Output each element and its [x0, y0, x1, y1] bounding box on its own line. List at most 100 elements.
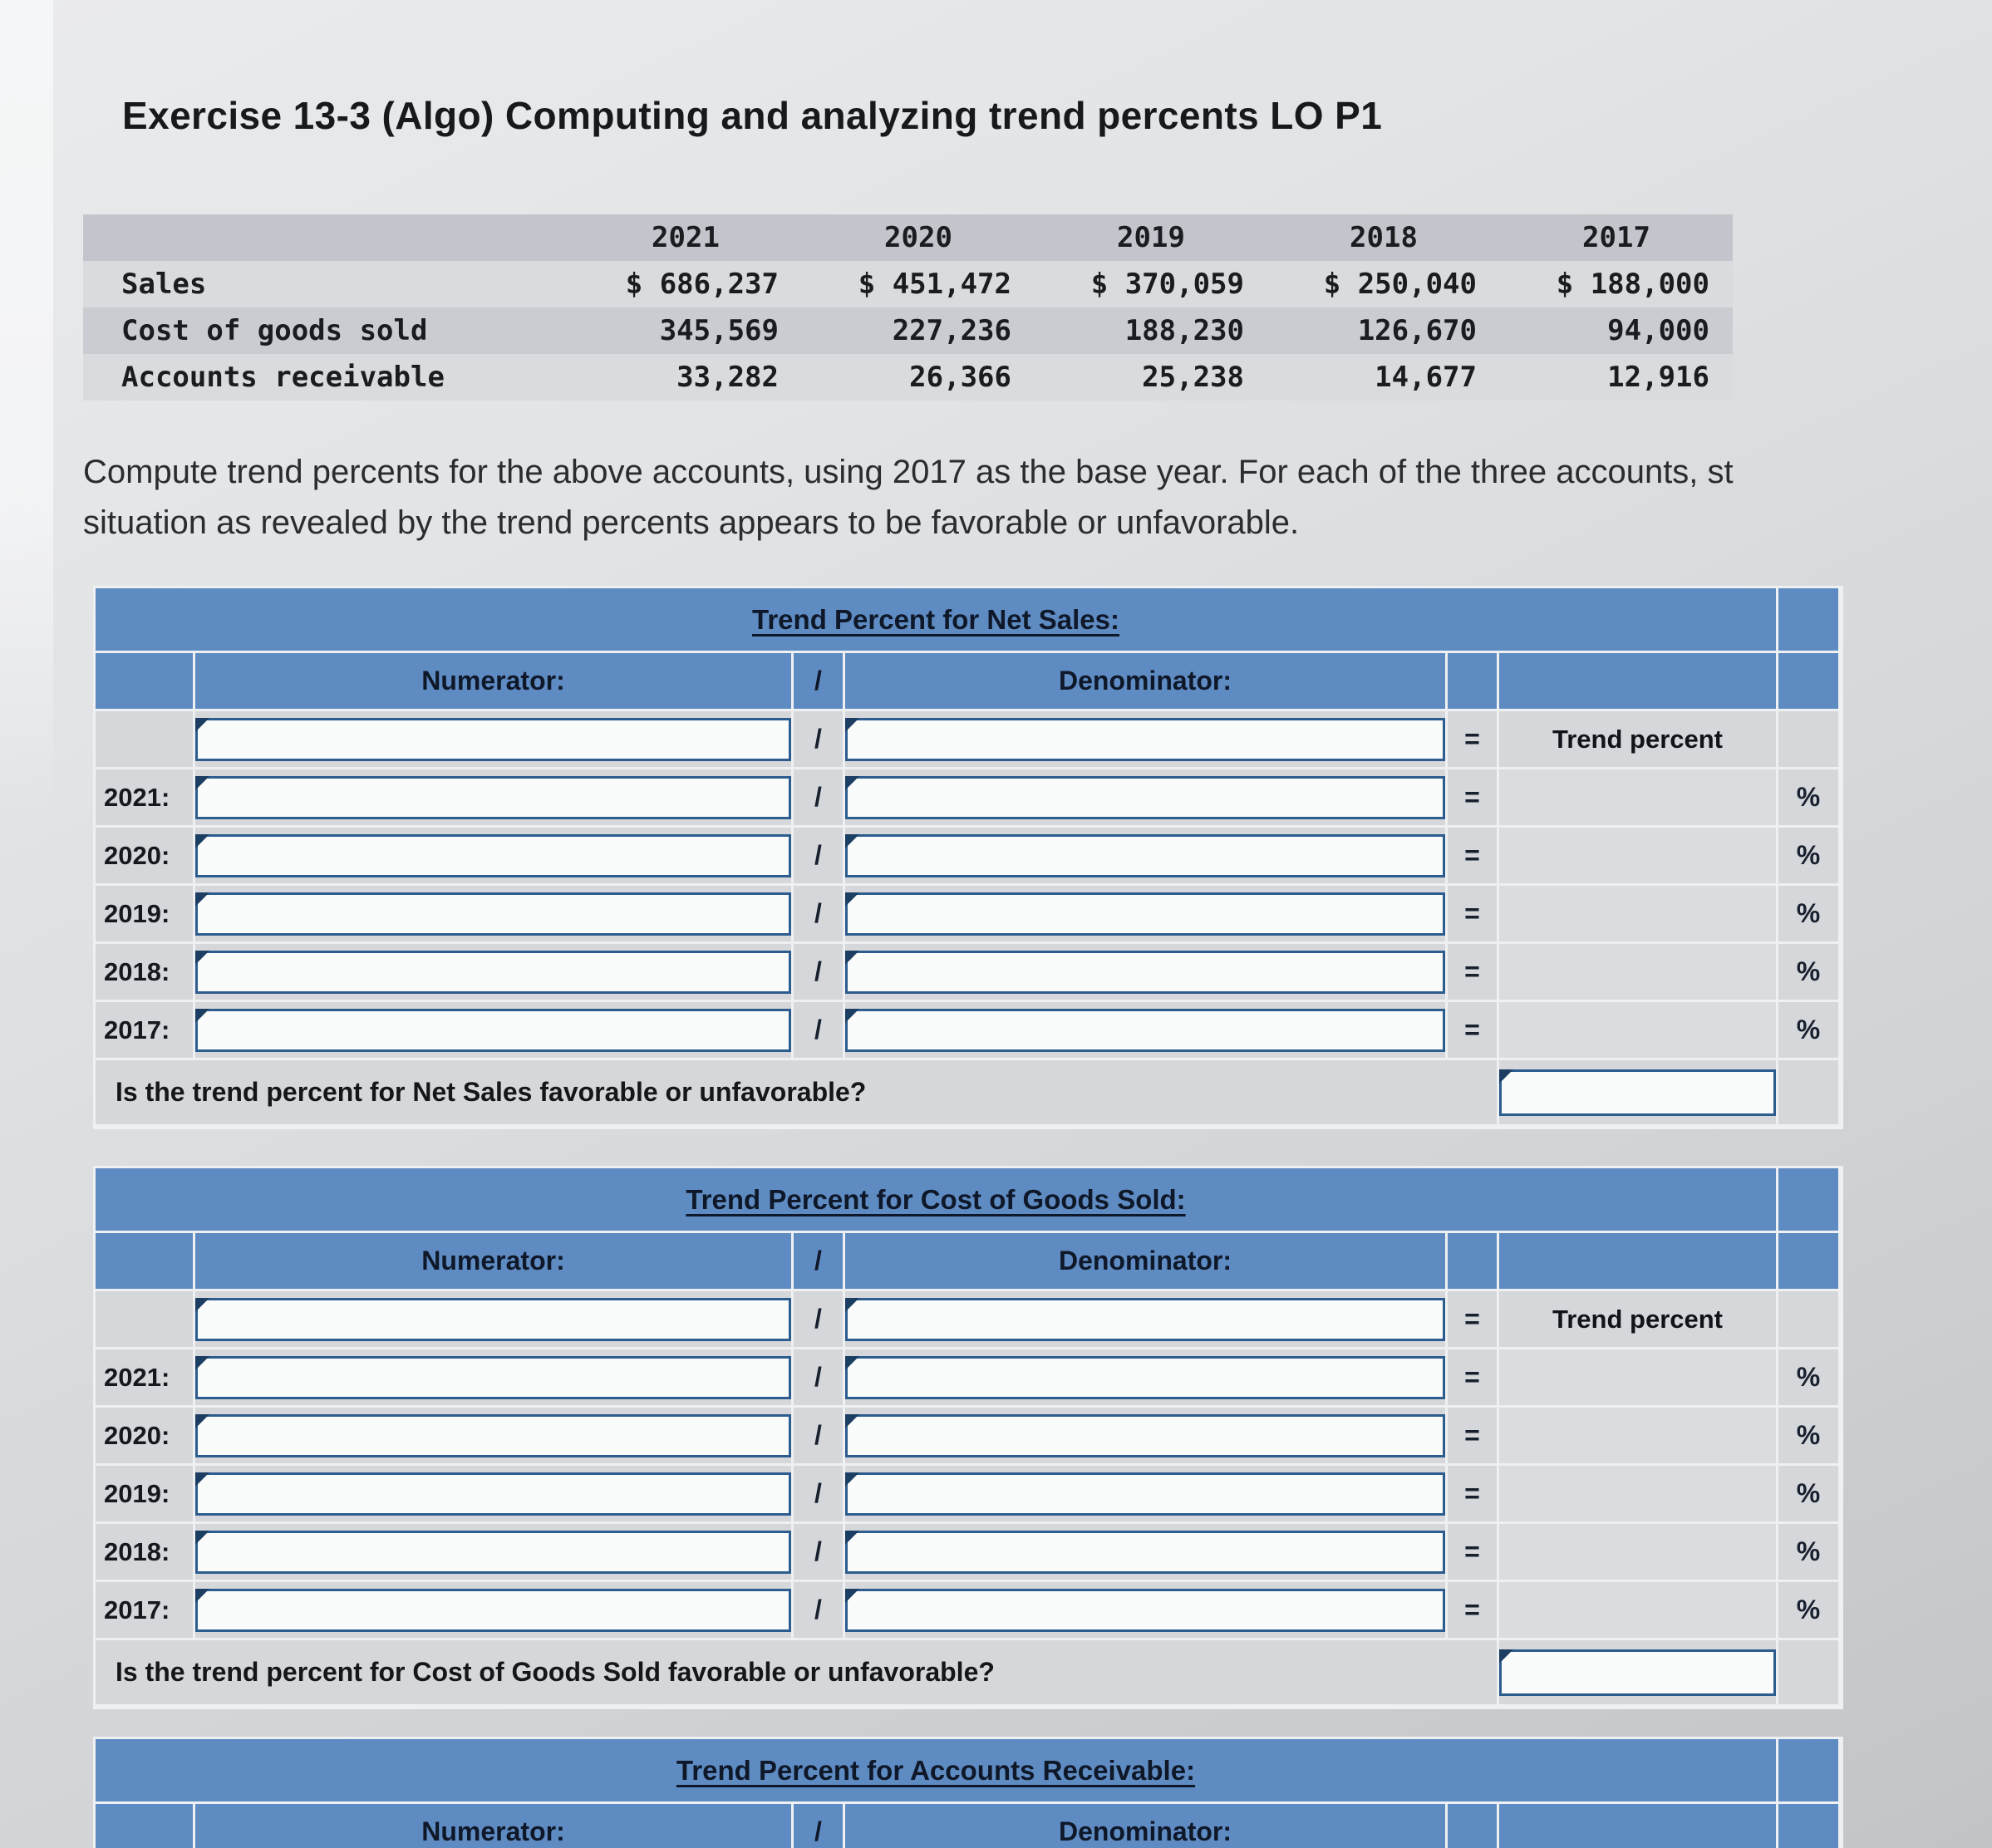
cell-marker-icon	[845, 1297, 859, 1312]
divide-sign: /	[794, 1466, 845, 1524]
numerator-input[interactable]	[195, 717, 791, 761]
numerator-input[interactable]	[195, 1588, 791, 1632]
denominator-input[interactable]	[845, 775, 1445, 819]
cell-marker-icon	[845, 1472, 859, 1487]
cell-marker-icon	[845, 1413, 859, 1428]
cell-marker-icon	[195, 1472, 209, 1487]
numerator-input[interactable]	[195, 1297, 791, 1341]
favorable-question-row: Is the trend percent for Cost of Goods S…	[96, 1640, 1841, 1707]
trend-percent-result-cell[interactable]	[1499, 769, 1778, 828]
favorable-question-row: Is the trend percent for Net Sales favor…	[96, 1060, 1841, 1127]
percent-sign: %	[1778, 886, 1841, 944]
cell-value: $ 250,040	[1323, 268, 1477, 301]
cell-marker-icon	[845, 892, 859, 907]
instructions: Compute trend percents for the above acc…	[83, 447, 1734, 548]
worksheet-title: Trend Percent for Accounts Receivable:	[676, 1754, 1196, 1786]
denominator-input[interactable]	[845, 1472, 1445, 1516]
worksheet-accounts-receivable: Trend Percent for Accounts Receivable: N…	[93, 1737, 1843, 1848]
cell-marker-icon	[195, 892, 209, 907]
year-header: 2019	[1117, 221, 1185, 254]
trend-percent-result-cell[interactable]	[1499, 1524, 1778, 1582]
trend-percent-result-cell[interactable]	[1499, 1582, 1778, 1640]
cell-marker-icon	[195, 833, 209, 848]
numerator-input[interactable]	[195, 892, 791, 936]
denominator-input[interactable]	[845, 892, 1445, 936]
numerator-input[interactable]	[195, 1472, 791, 1516]
cell-value: 126,670	[1357, 314, 1477, 347]
denominator-input[interactable]	[845, 1008, 1445, 1052]
year-label: 2021:	[96, 1349, 195, 1408]
denominator-header: Denominator:	[845, 1804, 1448, 1848]
denominator-input[interactable]	[845, 1297, 1445, 1341]
favorable-answer-input[interactable]	[1499, 1649, 1776, 1696]
trend-percent-result-cell[interactable]	[1499, 886, 1778, 944]
worksheet-title-cell: Trend Percent for Accounts Receivable:	[96, 1739, 1778, 1804]
worksheet-row-2019: 2019: / = %	[96, 886, 1841, 944]
equals-sign: =	[1448, 828, 1499, 886]
year-label: 2017:	[96, 1582, 195, 1640]
numerator-input[interactable]	[195, 1413, 791, 1457]
corner-cell	[1778, 588, 1841, 653]
financial-data-table: 2021 2020 2019 2018 2017 Sales $ 686,237…	[83, 214, 1733, 401]
cell-value: 33,282	[676, 361, 779, 394]
row-label: Accounts receivable	[121, 361, 445, 394]
divide-sign: /	[794, 1233, 845, 1291]
cell-marker-icon	[195, 1297, 209, 1312]
trend-percent-result-cell[interactable]	[1499, 1349, 1778, 1408]
cell-value: 12,916	[1607, 361, 1709, 394]
divide-sign: /	[794, 1002, 845, 1060]
trend-percent-result-cell[interactable]	[1499, 1002, 1778, 1060]
favorable-answer-input[interactable]	[1499, 1069, 1776, 1116]
equals-sign: =	[1448, 944, 1499, 1002]
worksheet-row-base: / = Trend percent	[96, 711, 1841, 769]
instructions-line1: Compute trend percents for the above acc…	[83, 454, 1734, 490]
year-label: 2017:	[96, 1002, 195, 1060]
worksheet-header-row: Numerator: / Denominator:	[96, 1804, 1841, 1848]
trend-percent-result-cell[interactable]	[1499, 1466, 1778, 1524]
denominator-input[interactable]	[845, 950, 1445, 994]
cell-marker-icon	[195, 1530, 209, 1545]
equals-sign: =	[1448, 1349, 1499, 1408]
numerator-input[interactable]	[195, 1008, 791, 1052]
denominator-input[interactable]	[845, 1355, 1445, 1399]
percent-sign: %	[1778, 1349, 1841, 1408]
cell-value: 14,677	[1375, 361, 1477, 394]
cell-value: $ 686,237	[625, 268, 779, 301]
cell-marker-icon	[845, 833, 859, 848]
numerator-header: Numerator:	[195, 1804, 794, 1848]
numerator-input[interactable]	[195, 1355, 791, 1399]
worksheet-row-2018: 2018: / = %	[96, 1524, 1841, 1582]
equals-sign: =	[1448, 711, 1499, 769]
numerator-input[interactable]	[195, 775, 791, 819]
numerator-input[interactable]	[195, 833, 791, 877]
cell-value: 25,238	[1142, 361, 1244, 394]
worksheet-title: Trend Percent for Cost of Goods Sold:	[686, 1183, 1186, 1215]
trend-percent-result-cell[interactable]	[1499, 944, 1778, 1002]
denominator-input[interactable]	[845, 1413, 1445, 1457]
equals-sign: =	[1448, 1291, 1499, 1349]
divide-sign: /	[794, 1291, 845, 1349]
cell-marker-icon	[195, 1588, 209, 1603]
denominator-input[interactable]	[845, 1530, 1445, 1574]
cell-value: $ 370,059	[1090, 268, 1244, 301]
equals-sign: =	[1448, 769, 1499, 828]
worksheet-title-row: Trend Percent for Net Sales:	[96, 588, 1841, 653]
divide-sign: /	[794, 1408, 845, 1466]
percent-sign: %	[1778, 1408, 1841, 1466]
table-row-accounts-receivable: Accounts receivable 33,282 26,366 25,238…	[83, 354, 1733, 401]
numerator-input[interactable]	[195, 950, 791, 994]
denominator-input[interactable]	[845, 1588, 1445, 1632]
percent-sign: %	[1778, 1002, 1841, 1060]
cell-marker-icon	[195, 1355, 209, 1370]
numerator-input[interactable]	[195, 1530, 791, 1574]
worksheet-title: Trend Percent for Net Sales:	[752, 603, 1119, 635]
instructions-line2: situation as revealed by the trend perce…	[83, 504, 1300, 541]
denominator-input[interactable]	[845, 833, 1445, 877]
cell-marker-icon	[195, 775, 209, 790]
cell-value: $ 451,472	[858, 268, 1011, 301]
trend-percent-result-cell[interactable]	[1499, 1408, 1778, 1466]
percent-sign: %	[1778, 1582, 1841, 1640]
denominator-input[interactable]	[845, 717, 1445, 761]
trend-percent-result-cell[interactable]	[1499, 828, 1778, 886]
